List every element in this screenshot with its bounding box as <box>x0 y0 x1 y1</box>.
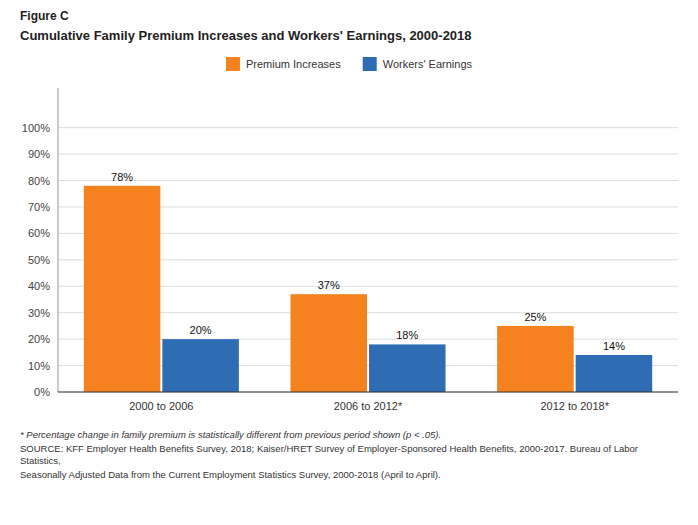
bar <box>369 344 446 392</box>
footnote: * Percentage change in family premium is… <box>20 429 441 440</box>
legend-label: Premium Increases <box>246 58 341 70</box>
x-tick-label: 2006 to 2012* <box>334 400 403 412</box>
data-label: 18% <box>396 329 418 341</box>
legend-item: Workers' Earnings <box>363 57 473 71</box>
chart: Figure C Cumulative Family Premium Increa… <box>0 0 698 525</box>
legend-swatch <box>363 57 377 71</box>
bar <box>497 326 574 392</box>
data-label: 37% <box>318 279 340 291</box>
bars <box>84 186 652 392</box>
data-label: 14% <box>603 340 625 352</box>
data-label: 78% <box>111 171 133 183</box>
grid-line <box>58 392 678 393</box>
data-label: 25% <box>524 311 546 323</box>
legend-label: Workers' Earnings <box>383 58 473 70</box>
y-tick-label: 80% <box>28 175 50 187</box>
grid <box>58 128 678 392</box>
x-tick-label: 2000 to 2006 <box>129 400 193 412</box>
y-tick-label: 20% <box>28 333 50 345</box>
figure-label: Figure C <box>20 9 69 23</box>
bar <box>290 294 367 392</box>
bar <box>84 186 161 392</box>
x-tick-label: 2012 to 2018* <box>540 400 609 412</box>
footnote: SOURCE: KFF Employer Health Benefits Sur… <box>20 443 638 466</box>
title: Cumulative Family Premium Increases and … <box>20 28 472 43</box>
grid-line <box>58 154 678 155</box>
legend-item: Premium Increases <box>226 57 341 71</box>
footnote: Seasonally Adjusted Data from the Curren… <box>20 469 441 480</box>
grid-line <box>58 180 678 181</box>
data-label: 20% <box>190 324 212 336</box>
x-axis-line <box>58 392 678 393</box>
bar <box>162 339 239 392</box>
grid-line <box>58 127 678 128</box>
bar <box>576 355 653 392</box>
y-tick-label: 100% <box>22 122 50 134</box>
legend-swatch <box>226 57 240 71</box>
y-tick-label: 50% <box>28 254 50 266</box>
y-tick-label: 60% <box>28 227 50 239</box>
legend: Premium Increases Workers' Earnings <box>226 57 473 71</box>
y-tick-label: 70% <box>28 201 50 213</box>
y-tick-label: 0% <box>34 386 50 398</box>
y-tick-label: 30% <box>28 307 50 319</box>
y-tick-label: 90% <box>28 148 50 160</box>
y-tick-label: 10% <box>28 360 50 372</box>
y-axis-line <box>58 88 59 392</box>
y-tick-label: 40% <box>28 280 50 292</box>
data-labels: 78% 37% 25% 20% 18% 14% <box>111 171 625 352</box>
